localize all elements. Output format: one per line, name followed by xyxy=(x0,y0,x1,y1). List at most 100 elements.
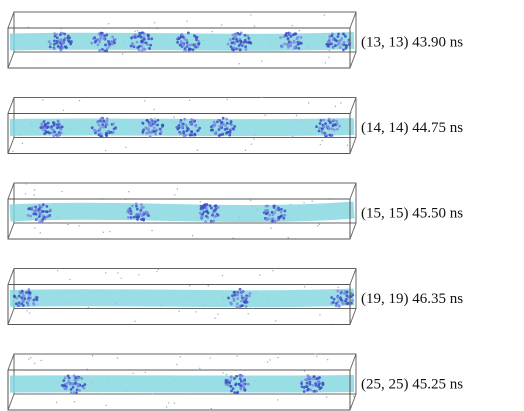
cluster-atom xyxy=(93,36,96,39)
solvent-dot xyxy=(264,114,265,115)
cluster-atom xyxy=(307,377,310,380)
cluster-atom xyxy=(42,210,45,213)
cluster-atom xyxy=(311,378,314,381)
cluster-atom xyxy=(249,292,252,295)
solvent-dot xyxy=(303,202,304,203)
cluster-atom xyxy=(56,126,59,129)
cluster-atom xyxy=(43,120,46,123)
cluster-atom xyxy=(311,384,314,387)
solvent-dot xyxy=(56,402,57,403)
cluster-atom xyxy=(230,376,233,379)
cluster-atom xyxy=(317,380,320,383)
cluster-atom xyxy=(49,208,52,211)
solvent-dot xyxy=(253,138,254,139)
cluster-atom xyxy=(138,45,141,48)
cluster-atom xyxy=(136,208,139,211)
cluster-atom xyxy=(346,302,349,305)
box-edge xyxy=(350,309,356,325)
solvent-dot xyxy=(145,372,146,373)
cluster-atom xyxy=(217,206,220,209)
cluster-atom xyxy=(336,35,339,38)
box-edge xyxy=(8,309,14,325)
cluster-atom xyxy=(294,32,297,35)
solvent-dot xyxy=(144,100,145,101)
cluster-atom xyxy=(74,382,77,385)
cluster-atom xyxy=(306,382,309,385)
cluster-atom xyxy=(54,35,57,38)
cluster-atom xyxy=(76,388,79,391)
cluster-atom xyxy=(212,220,215,223)
cluster-atom xyxy=(48,132,51,135)
cluster-atom xyxy=(245,41,248,44)
solvent-dot xyxy=(329,50,330,51)
cluster-atom xyxy=(338,125,341,128)
cluster-atom xyxy=(230,390,233,393)
cluster-atom xyxy=(38,215,41,218)
cluster-atom xyxy=(221,133,224,136)
cluster-atom xyxy=(150,118,153,121)
cluster-atom xyxy=(97,43,100,46)
cluster-atom xyxy=(181,124,184,127)
cluster-atom xyxy=(238,374,241,377)
solvent-dot xyxy=(353,396,354,397)
solvent-dot xyxy=(117,357,118,358)
cluster-atom xyxy=(53,40,56,43)
cluster-atom xyxy=(213,120,216,123)
cluster-atom xyxy=(178,126,181,129)
cluster-atom xyxy=(97,133,100,136)
cluster-atom xyxy=(134,36,137,39)
cluster-atom xyxy=(53,124,56,127)
solvent-dot xyxy=(261,97,262,98)
cluster-atom xyxy=(154,130,157,133)
solvent-dot xyxy=(67,224,68,225)
cluster-atom xyxy=(69,383,72,386)
cluster-atom xyxy=(41,122,44,125)
cluster-atom xyxy=(218,128,221,131)
cluster-atom xyxy=(194,124,197,127)
cluster-atom xyxy=(204,221,207,224)
solvent-dot xyxy=(25,193,26,194)
solvent-dot xyxy=(117,272,118,273)
cluster-atom xyxy=(303,390,306,393)
box-edge xyxy=(350,138,356,154)
cluster-atom xyxy=(285,32,288,35)
cluster-atom xyxy=(266,217,269,220)
cluster-atom xyxy=(139,209,142,212)
solvent-dot xyxy=(154,22,155,23)
cluster-atom xyxy=(154,133,157,136)
solvent-dot xyxy=(340,102,341,103)
solvent-dot xyxy=(26,183,27,184)
cluster-atom xyxy=(187,32,190,35)
solvent-dot xyxy=(320,144,321,145)
solvent-dot xyxy=(78,225,79,226)
cluster-atom xyxy=(150,123,153,126)
box-edge xyxy=(350,269,356,285)
solvent-dot xyxy=(288,237,289,238)
cluster-atom xyxy=(321,131,324,134)
panel-label: (14, 14) 44.75 ns xyxy=(361,120,463,136)
cluster-atom xyxy=(58,131,61,134)
solvent-dot xyxy=(108,23,109,24)
solvent-dot xyxy=(122,53,123,54)
cluster-atom xyxy=(197,40,200,43)
cluster-atom xyxy=(297,47,300,50)
cluster-atom xyxy=(185,129,188,132)
solvent-dot xyxy=(245,150,246,151)
cluster-atom xyxy=(224,124,227,127)
solvent-dot xyxy=(277,399,278,400)
box-edge xyxy=(8,183,14,199)
cluster-atom xyxy=(56,36,59,39)
cluster-atom xyxy=(112,122,115,125)
cluster-atom xyxy=(220,126,223,129)
cluster-atom xyxy=(342,33,345,36)
cluster-atom xyxy=(232,297,235,300)
cluster-atom xyxy=(205,207,208,210)
cluster-atom xyxy=(48,214,51,217)
solvent-dot xyxy=(168,402,169,403)
cluster-atom xyxy=(104,43,107,46)
snapshot-panel: (13, 13) 43.90 ns xyxy=(7,12,463,68)
solvent-dot xyxy=(277,357,278,358)
cluster-atom xyxy=(282,214,285,217)
cluster-atom xyxy=(52,134,55,137)
cluster-atom xyxy=(67,374,70,377)
